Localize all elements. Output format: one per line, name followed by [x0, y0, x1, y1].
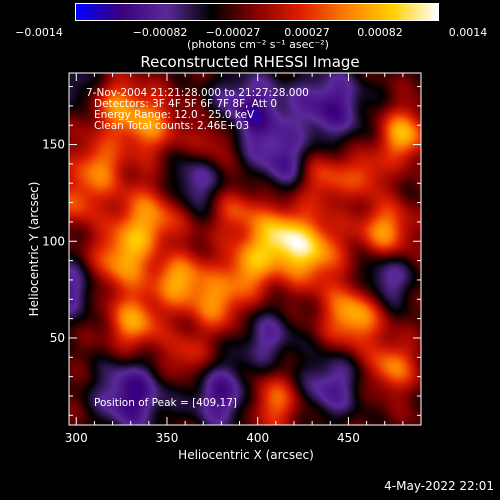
heatmap-image — [69, 73, 421, 425]
colorbar-unit-label: (photons cm⁻² s⁻¹ asec⁻²) — [187, 38, 329, 51]
colorbar-tick: −0.0014 — [15, 26, 63, 39]
annotation-detectors: Detectors: 3F 4F 5F 6F 7F 8F, Att 0 — [94, 98, 278, 110]
colorbar-tick: 0.0014 — [448, 26, 488, 39]
colorbar-tick: 0.00027 — [284, 26, 330, 39]
chart-title: Reconstructed RHESSI Image — [140, 53, 360, 71]
x-tick-label: 400 — [246, 431, 269, 445]
x-axis-label: Heliocentric X (arcsec) — [178, 448, 314, 462]
colorbar-gradient — [75, 3, 439, 21]
x-tick-label: 350 — [156, 431, 179, 445]
annotation-energy-range: Energy Range: 12.0 - 25.0 keV — [94, 109, 255, 121]
annotation-peak-position: Position of Peak = [409,17] — [94, 397, 238, 409]
colorbar-tick: −0.00082 — [132, 26, 188, 39]
annotation-time-range: 7-Nov-2004 21:21:28.000 to 21:27:28.000 — [86, 87, 309, 99]
colorbar-tick: 0.00082 — [357, 26, 403, 39]
plot-frame — [68, 72, 422, 426]
colorbar-tick: −0.00027 — [205, 26, 261, 39]
x-tick-label: 300 — [65, 431, 88, 445]
y-axis-label: Heliocentric Y (arcsec) — [27, 181, 41, 317]
footer-date: 4-May-2022 22:01 — [384, 479, 494, 493]
annotation-method-counts: Clean Total counts: 2.46E+03 — [94, 120, 250, 132]
x-tick-label: 450 — [337, 431, 360, 445]
y-tick-label: 100 — [42, 234, 65, 248]
y-tick-label: 50 — [50, 331, 65, 345]
y-tick-label: 150 — [42, 138, 65, 152]
